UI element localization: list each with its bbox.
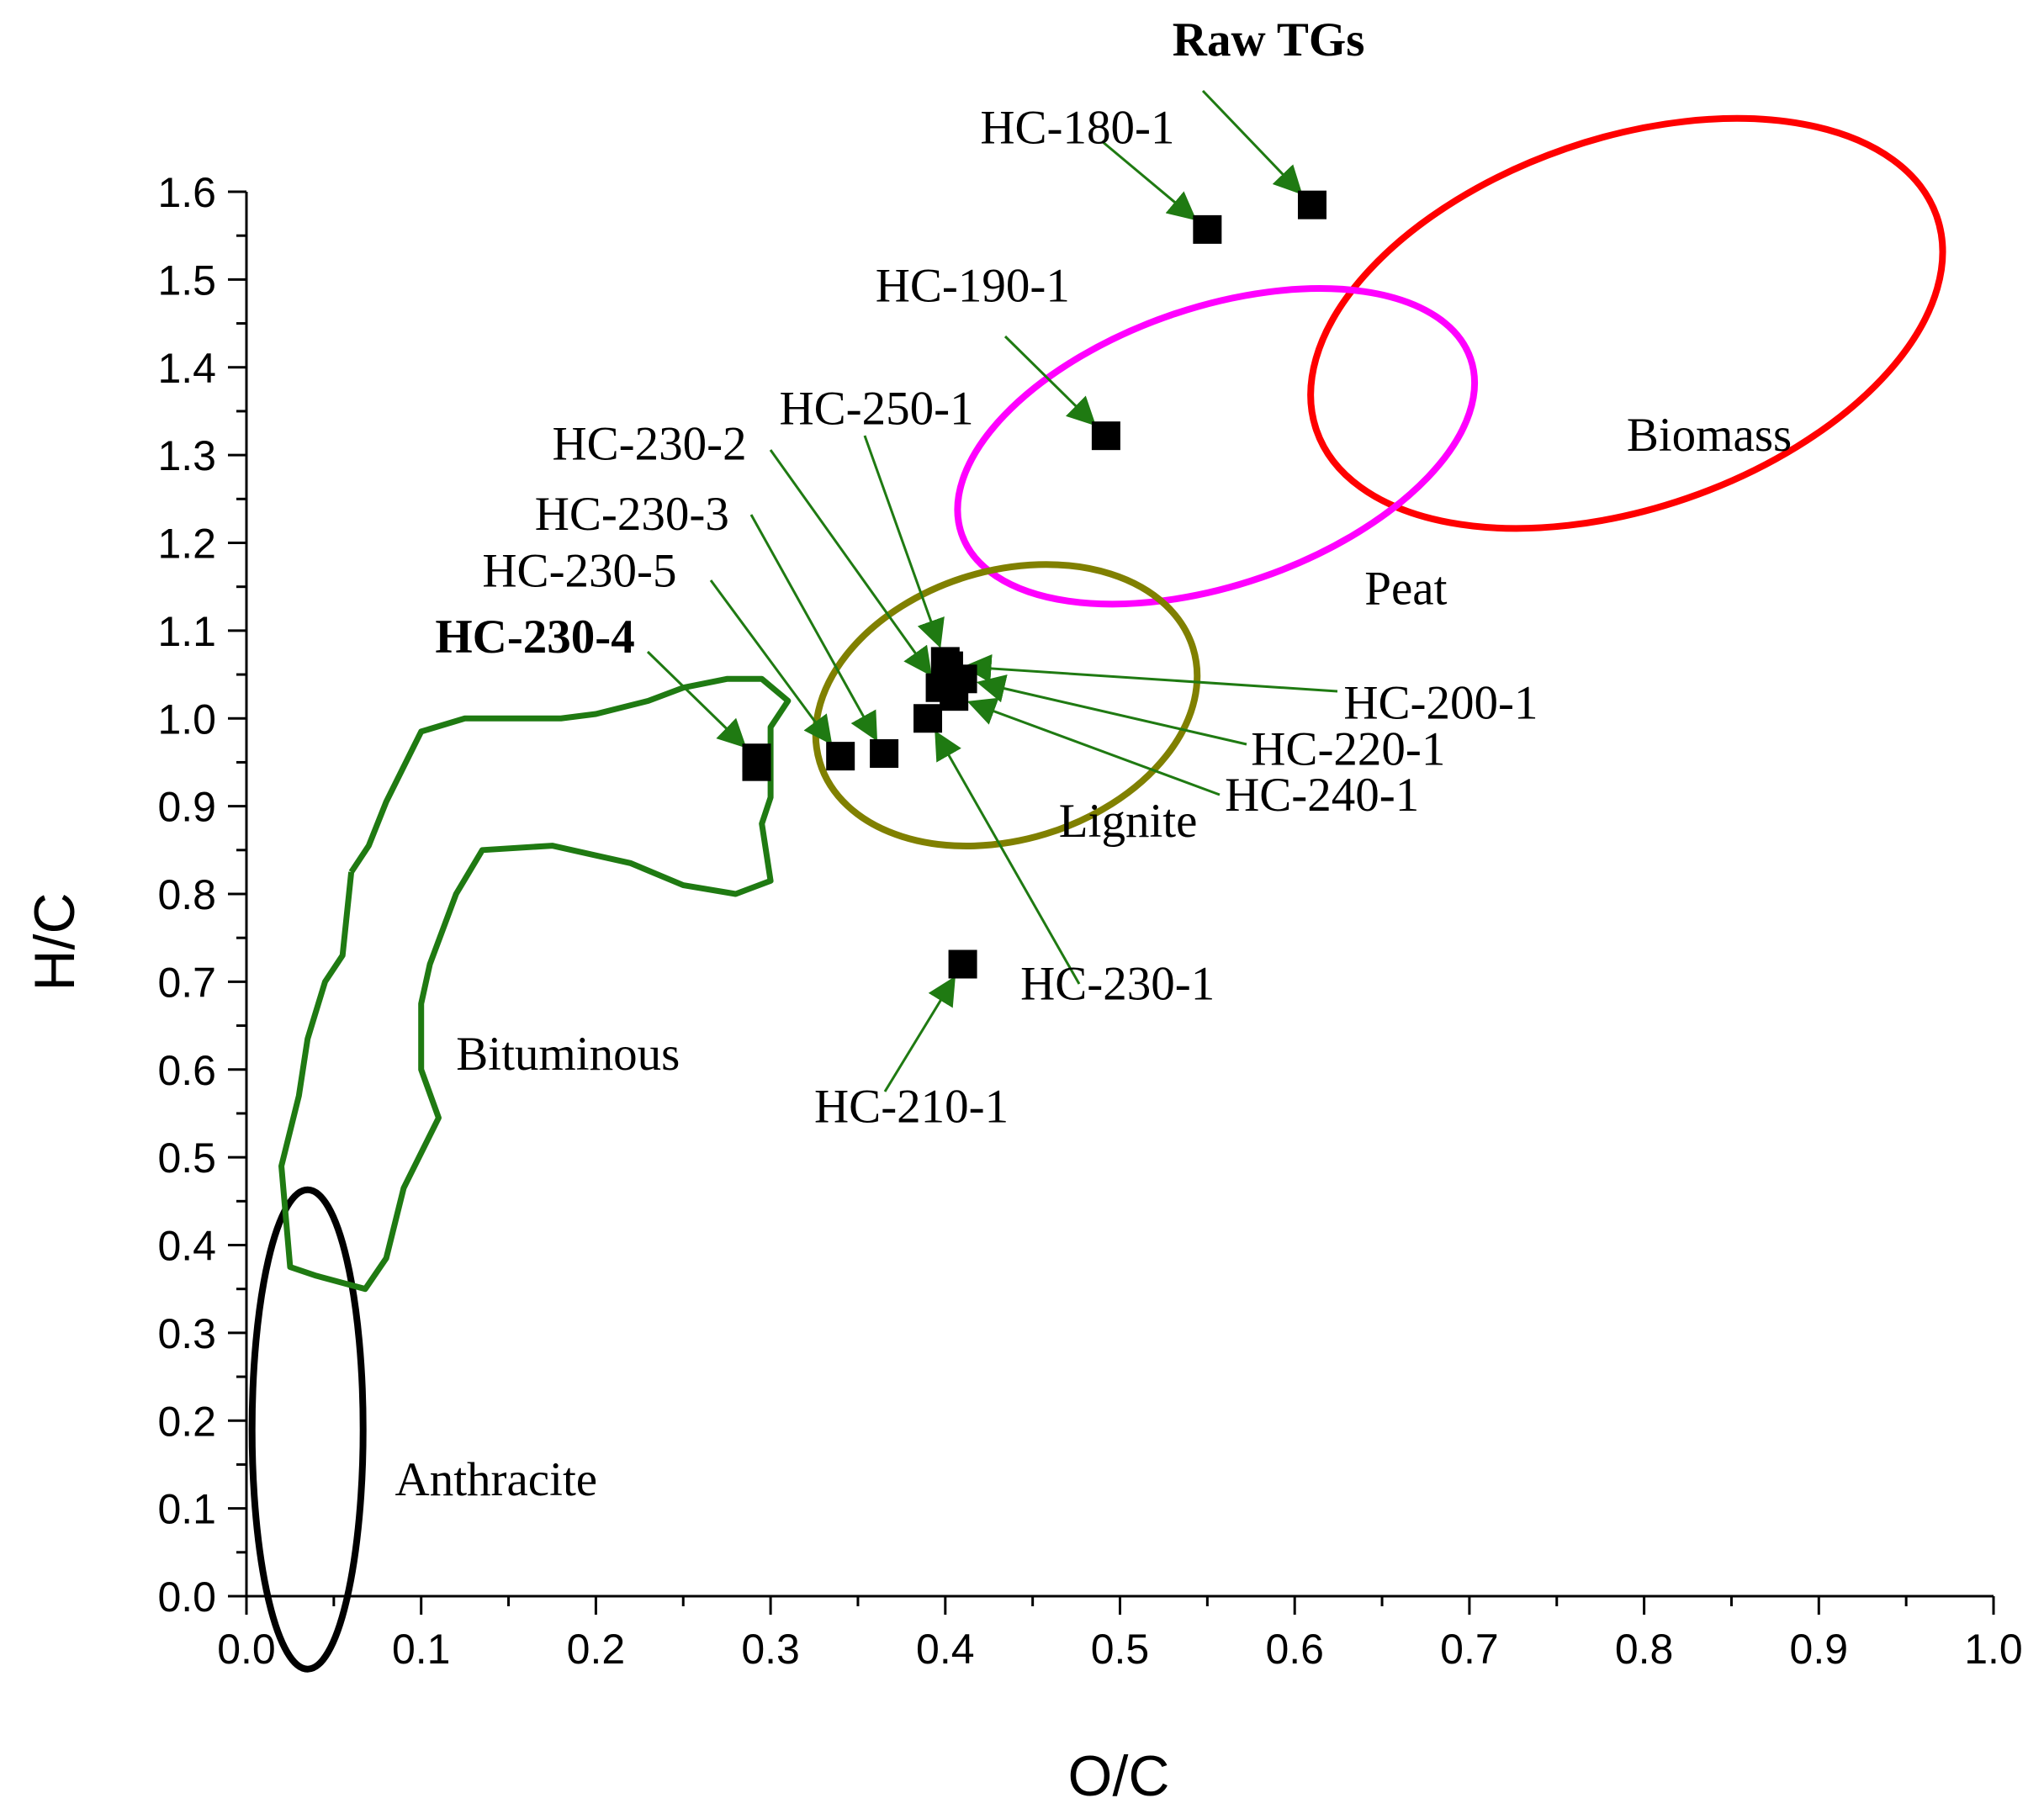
data-point bbox=[1091, 421, 1120, 451]
point-label: HC-230-5 bbox=[482, 545, 676, 598]
lignite-region-label: Lignite bbox=[1059, 795, 1198, 848]
data-point bbox=[742, 752, 771, 781]
data-point bbox=[1193, 214, 1222, 244]
annotation-arrow bbox=[769, 449, 932, 677]
x-axis-title: O/C bbox=[1068, 1744, 1170, 1808]
annotation-arrow bbox=[935, 730, 1081, 985]
y-tick-label: 0.4 bbox=[157, 1223, 216, 1270]
point-label: HC-190-1 bbox=[876, 259, 1070, 312]
data-point bbox=[913, 704, 943, 733]
x-tick-label: 0.6 bbox=[1265, 1626, 1324, 1673]
annotation-arrow bbox=[863, 435, 945, 648]
point-label: HC-250-1 bbox=[779, 383, 973, 436]
annotation-arrow bbox=[976, 674, 1247, 746]
x-tick-label: 0.5 bbox=[1091, 1626, 1150, 1673]
bituminous-region bbox=[278, 675, 792, 1293]
point-label: HC-200-1 bbox=[1343, 676, 1538, 729]
peat-region-label: Peat bbox=[1364, 563, 1447, 616]
x-tick-label: 0.1 bbox=[392, 1626, 451, 1673]
data-point bbox=[870, 739, 899, 768]
annotation-arrow bbox=[1101, 140, 1197, 221]
data-point bbox=[1297, 190, 1326, 219]
lignite-region bbox=[812, 561, 1201, 849]
y-tick-label: 1.1 bbox=[157, 608, 216, 655]
y-tick-label: 1.0 bbox=[157, 695, 216, 743]
y-tick-label: 0.7 bbox=[157, 959, 216, 1006]
y-tick-label: 0.2 bbox=[157, 1398, 216, 1445]
y-tick-label: 0.0 bbox=[157, 1573, 216, 1621]
point-label: HC-240-1 bbox=[1225, 769, 1419, 822]
point-label: HC-230-1 bbox=[1020, 957, 1215, 1010]
annotations: Biomass Peat Lignite Bituminous Anthracite Ra… bbox=[395, 13, 1792, 1506]
point-label: HC-230-3 bbox=[535, 488, 729, 541]
x-tick-label: 0.4 bbox=[916, 1626, 975, 1673]
annotation-arrow bbox=[966, 697, 1221, 796]
data-point bbox=[940, 682, 969, 711]
annotation-arrows bbox=[646, 89, 1338, 1092]
point-label: HC-230-4 bbox=[435, 611, 634, 664]
point-label: HC-230-2 bbox=[552, 417, 746, 470]
axes: 0.0 0.1 0.2 0.3 0.4 0.5 0.6 0.7 0.8 0.9 1.0 0.0 0.1 0… bbox=[157, 169, 2022, 1673]
y-axis-title: H/C bbox=[23, 892, 87, 991]
biomass-region-label: Biomass bbox=[1627, 409, 1792, 462]
data-point bbox=[948, 949, 977, 979]
x-tick-label: 0.0 bbox=[217, 1626, 276, 1673]
point-label: HC-220-1 bbox=[1251, 723, 1445, 776]
x-tick-label: 1.0 bbox=[1964, 1626, 2023, 1673]
annotation-arrow bbox=[749, 514, 878, 742]
annotation-arrow bbox=[883, 976, 956, 1092]
point-label: HC-180-1 bbox=[980, 102, 1174, 155]
annotation-arrow bbox=[962, 653, 1338, 693]
y-tick-label: 1.3 bbox=[157, 432, 216, 479]
annotation-arrow bbox=[646, 650, 747, 748]
y-tick-label: 1.6 bbox=[157, 169, 216, 216]
x-tick-label: 0.8 bbox=[1615, 1626, 1674, 1673]
anthracite-region bbox=[248, 1186, 367, 1673]
y-tick-label: 1.4 bbox=[157, 345, 216, 392]
anthracite-region-label: Anthracite bbox=[395, 1453, 598, 1506]
annotation-arrow bbox=[1003, 335, 1097, 426]
x-tick-label: 0.9 bbox=[1790, 1626, 1849, 1673]
peat-region bbox=[954, 285, 1479, 608]
point-label: Raw TGs bbox=[1173, 13, 1365, 66]
y-tick-label: 1.5 bbox=[157, 256, 216, 304]
y-tick-label: 1.2 bbox=[157, 521, 216, 568]
x-tick-label: 0.7 bbox=[1440, 1626, 1499, 1673]
y-tick-label: 0.5 bbox=[157, 1134, 216, 1182]
y-tick-label: 0.6 bbox=[157, 1047, 216, 1094]
y-tick-label: 0.1 bbox=[157, 1486, 216, 1533]
bituminous-region-label: Bituminous bbox=[456, 1028, 680, 1081]
data-point bbox=[826, 742, 855, 771]
annotation-arrow bbox=[1201, 89, 1303, 195]
data-points bbox=[742, 190, 1326, 979]
y-tick-label: 0.8 bbox=[157, 871, 216, 918]
point-label: HC-210-1 bbox=[814, 1080, 1009, 1133]
y-tick-label: 0.9 bbox=[157, 784, 216, 831]
x-tick-label: 0.2 bbox=[567, 1626, 626, 1673]
x-tick-label: 0.3 bbox=[741, 1626, 800, 1673]
coal-rank-regions bbox=[248, 114, 1946, 1673]
biomass-region bbox=[1307, 114, 1946, 532]
annotation-arrow bbox=[709, 579, 833, 745]
y-tick-label: 0.3 bbox=[157, 1310, 216, 1357]
